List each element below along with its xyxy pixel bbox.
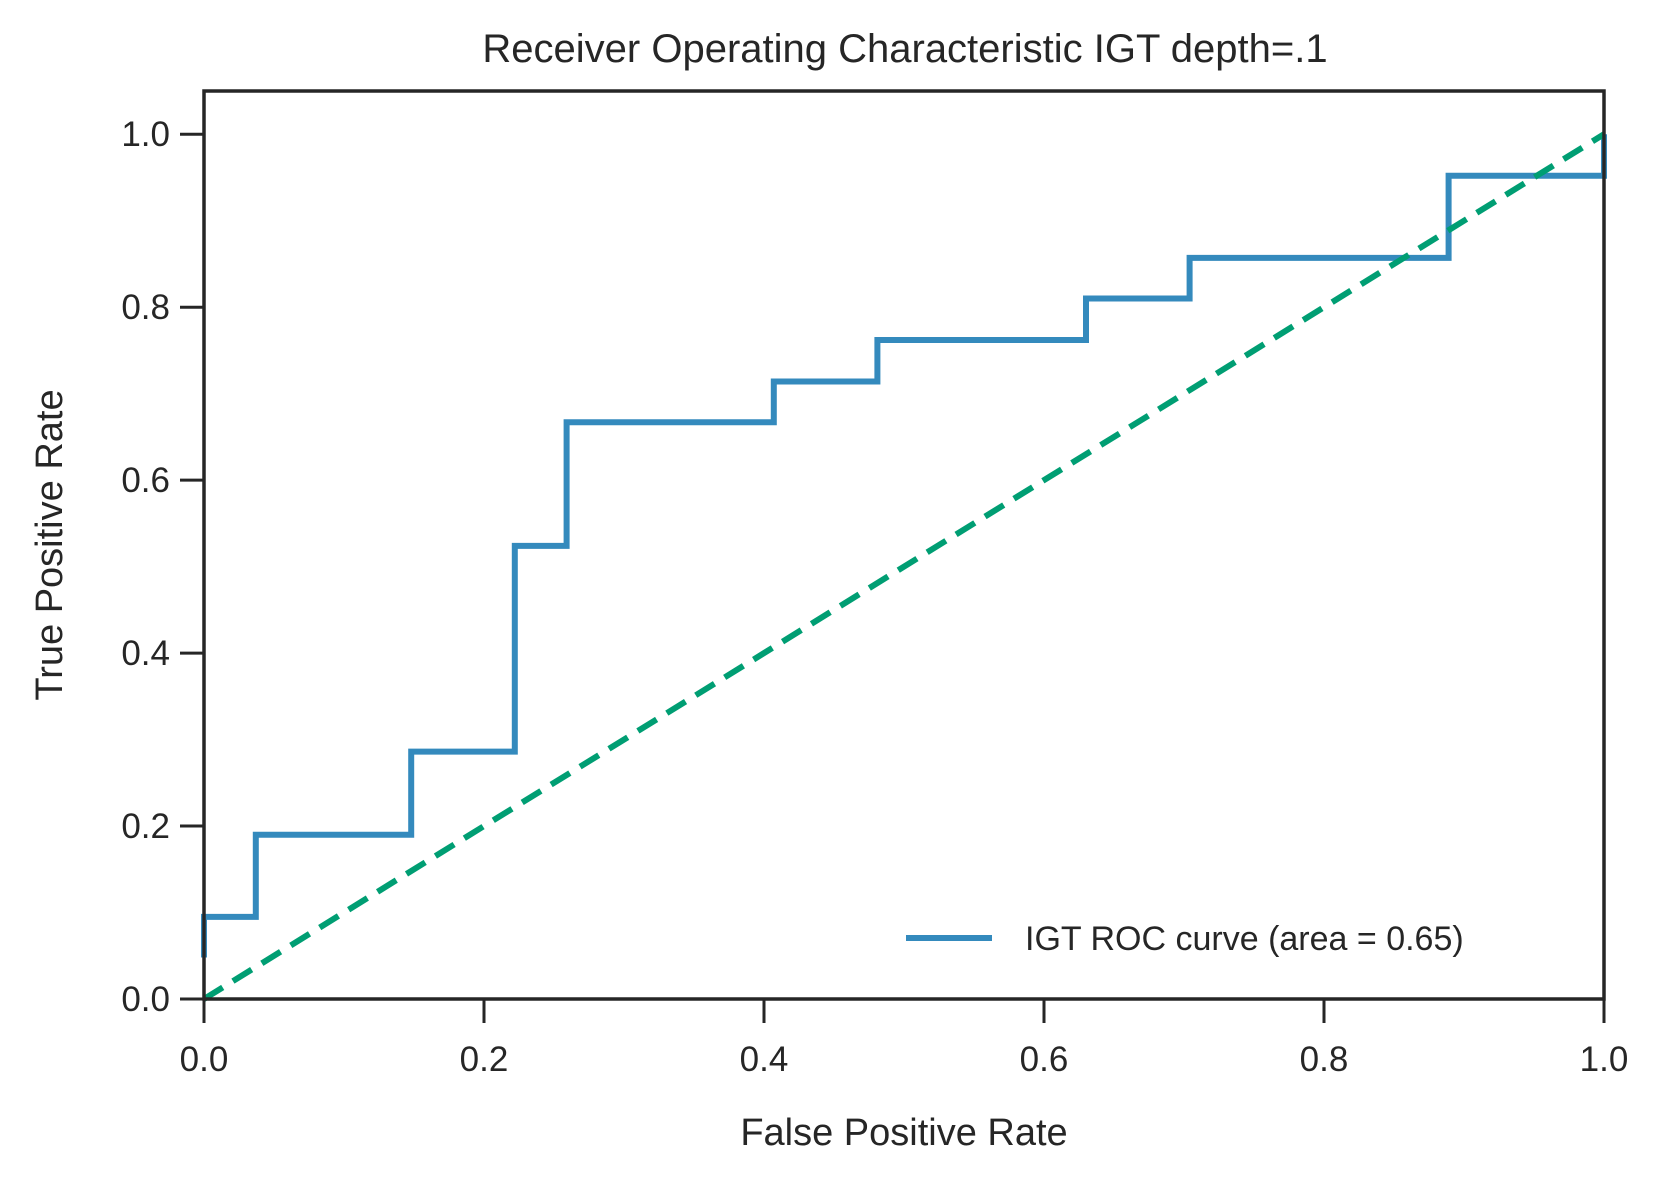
x-tick-label: 0.4 <box>740 1040 789 1079</box>
legend-label-roc: IGT ROC curve (area = 0.65) <box>1025 920 1464 958</box>
x-tick-label: 1.0 <box>1580 1040 1629 1079</box>
y-tick-label: 1.0 <box>121 115 170 154</box>
x-axis-label: False Positive Rate <box>740 1112 1067 1154</box>
x-tick-label: 0.8 <box>1300 1040 1349 1079</box>
y-axis-ticks: 0.0 0.2 0.4 0.6 0.8 1.0 <box>121 115 204 1019</box>
y-tick-label: 0.6 <box>121 461 170 500</box>
y-tick-label: 0.8 <box>121 288 170 327</box>
chart-title: Receiver Operating Characteristic IGT de… <box>482 27 1327 71</box>
x-axis-ticks: 0.0 0.2 0.4 0.6 0.8 1.0 <box>180 999 1629 1079</box>
y-tick-label: 0.4 <box>121 634 170 673</box>
y-axis-label: True Positive Rate <box>29 389 71 700</box>
y-tick-label: 0.2 <box>121 807 170 846</box>
x-tick-label: 0.0 <box>180 1040 229 1079</box>
x-tick-label: 0.6 <box>1020 1040 1069 1079</box>
plot-frame <box>202 89 1606 1001</box>
chance-diagonal-line <box>202 131 1606 1002</box>
plot-lines <box>201 131 1607 1002</box>
legend: IGT ROC curve (area = 0.65) <box>906 920 1464 958</box>
x-tick-label: 0.2 <box>460 1040 509 1079</box>
roc-curve-line <box>201 134 1607 958</box>
y-tick-label: 0.0 <box>121 980 170 1019</box>
